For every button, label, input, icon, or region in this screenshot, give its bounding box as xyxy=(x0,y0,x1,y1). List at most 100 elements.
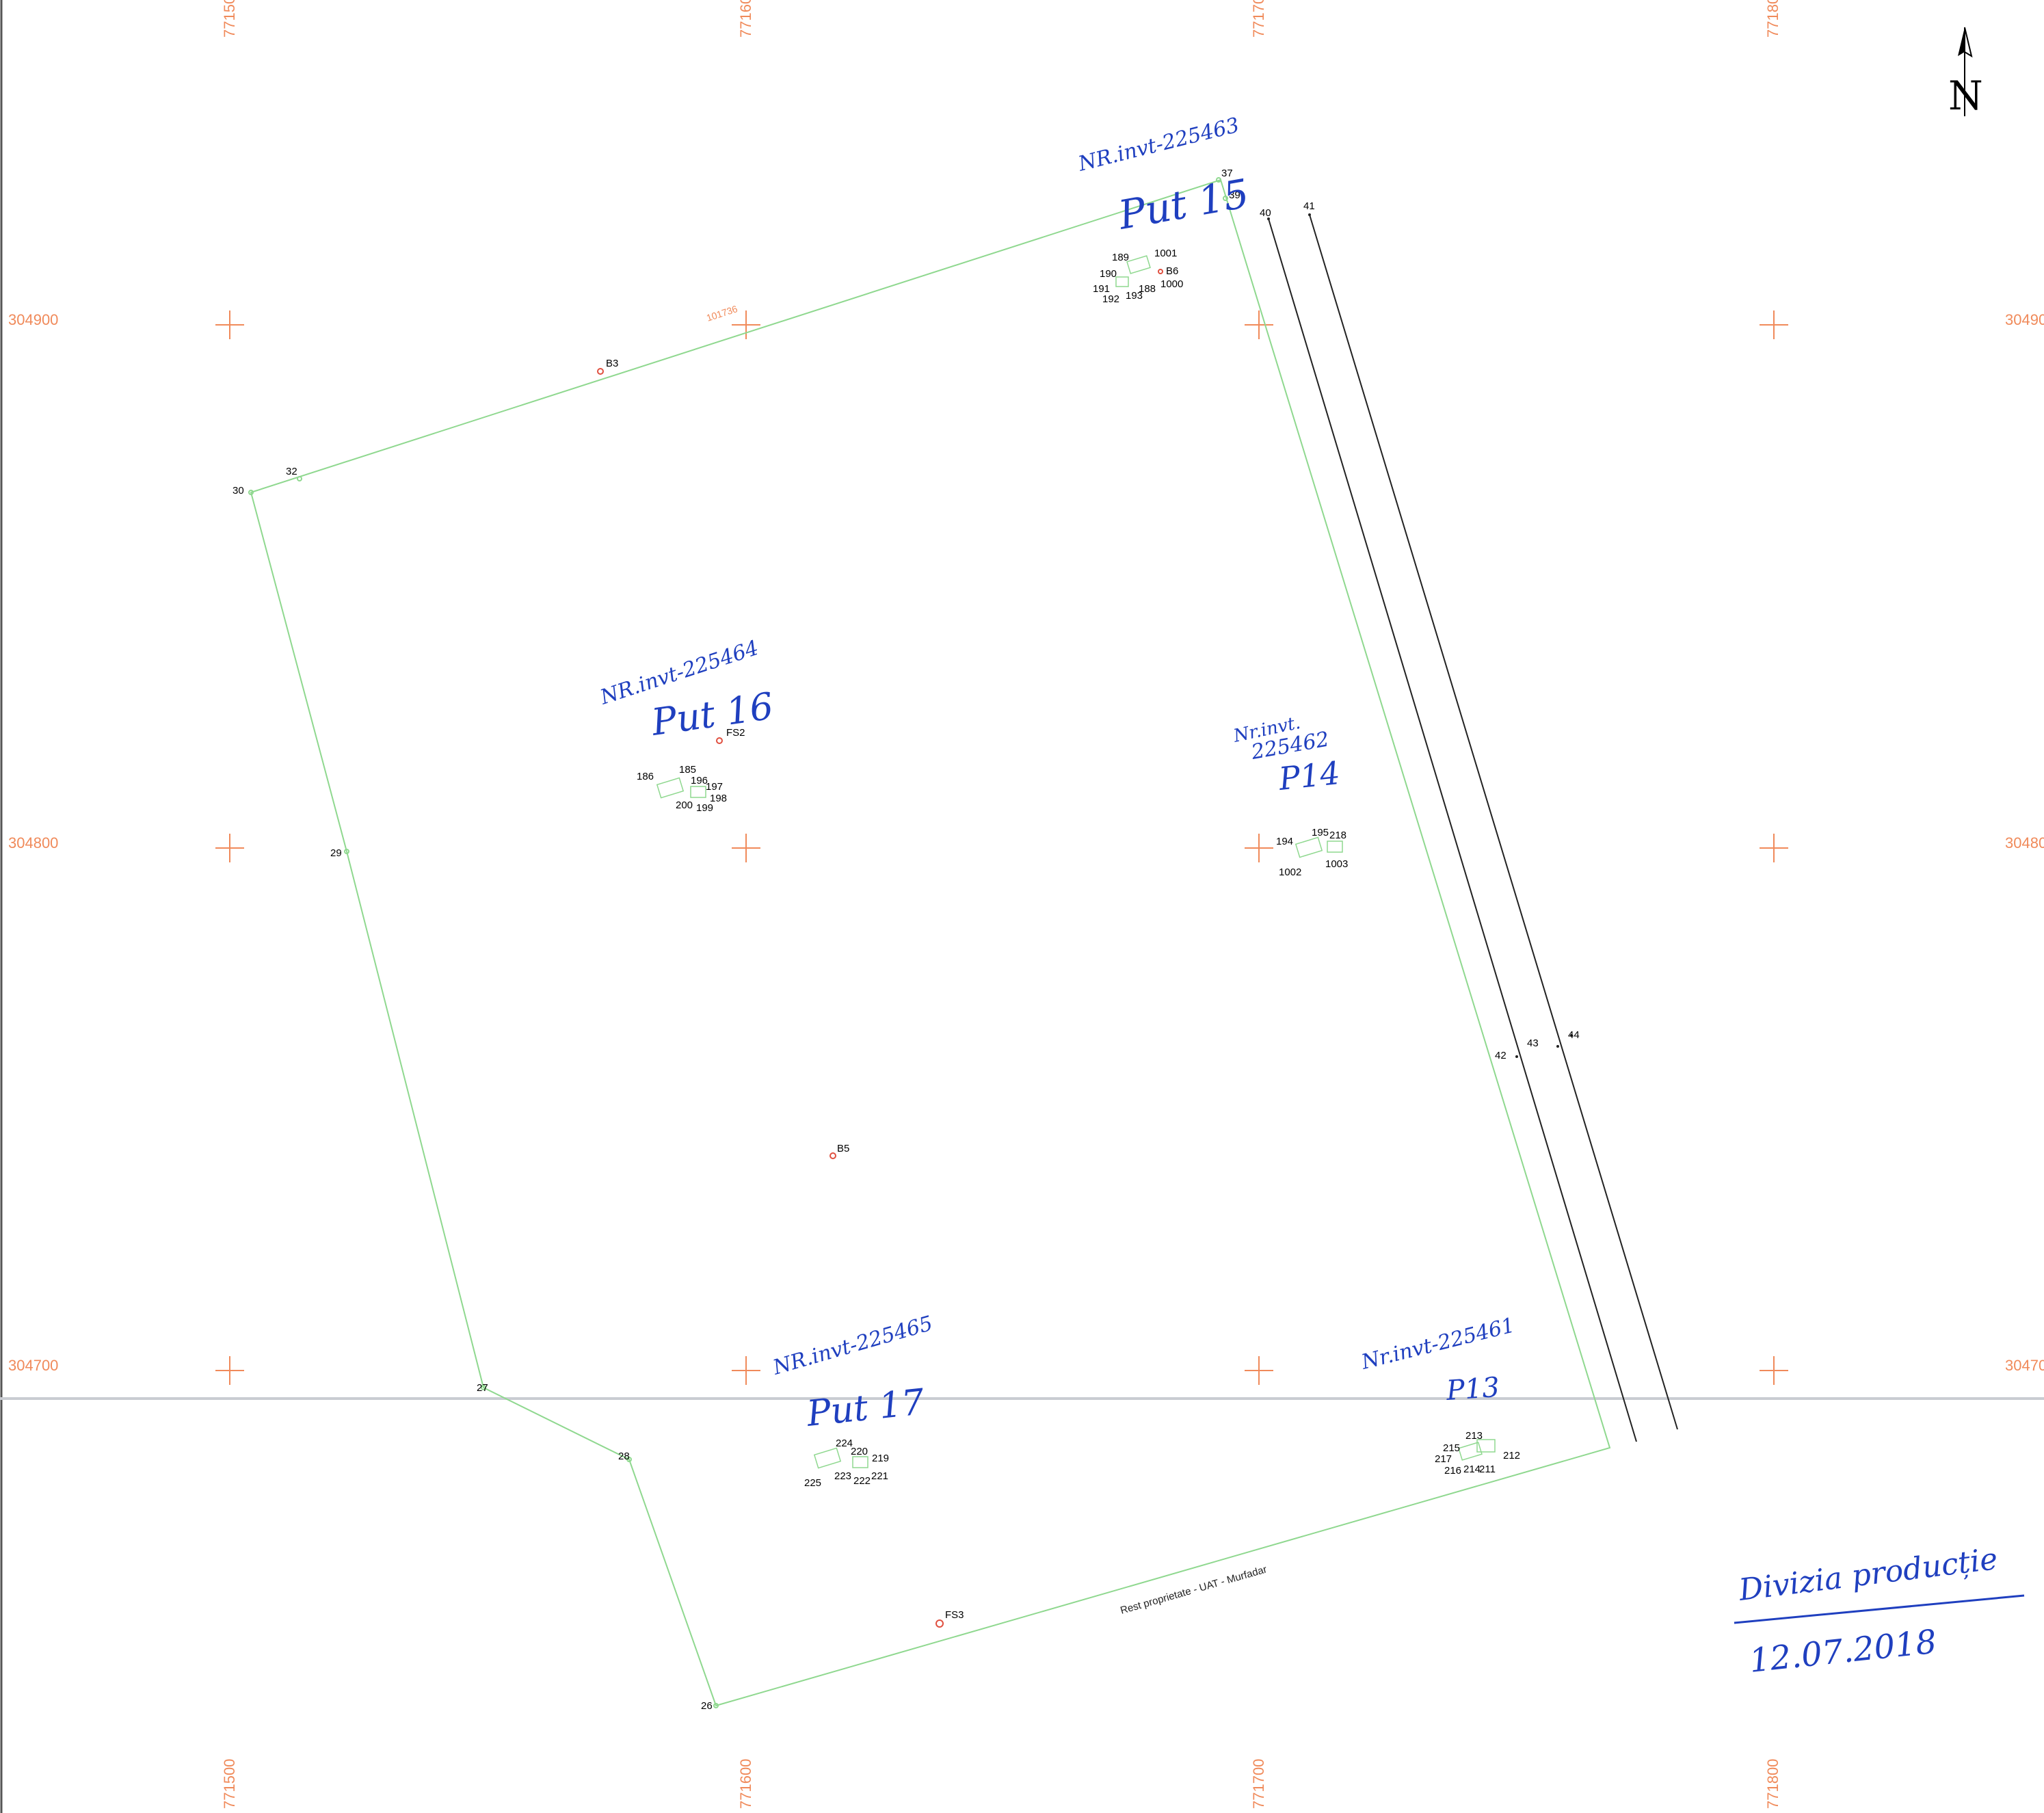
signature-underline xyxy=(1734,1594,2025,1624)
grid-x-label: 771500 xyxy=(221,1759,238,1809)
cluster-label: 216 xyxy=(1444,1465,1461,1477)
grid-y-label: 304900 xyxy=(8,311,58,328)
point-41: 41 xyxy=(1303,200,1315,216)
cluster-label: 195 xyxy=(1312,827,1329,838)
point-43: 43 xyxy=(1527,1037,1559,1049)
cluster-label: 199 xyxy=(696,802,713,814)
point-label: FS3 xyxy=(945,1609,964,1621)
cluster-label: 192 xyxy=(1102,293,1119,305)
signature-note-line1: Divizia producție xyxy=(1736,1541,2000,1608)
grid-x-label: 771600 xyxy=(737,1759,754,1809)
point-29: 29 xyxy=(330,847,349,859)
cluster-label: 198 xyxy=(710,793,727,804)
cluster-label: 196 xyxy=(691,775,708,786)
boundary-label: Rest proprietate - UAT - Murfadar xyxy=(1119,1563,1268,1617)
well-cluster-p13: 213 215 217 212 216 214 211 xyxy=(1435,1430,1520,1477)
point-40: 40 xyxy=(1260,207,1271,220)
point-26: 26 xyxy=(701,1700,719,1712)
well-name-p14: P14 xyxy=(1277,754,1342,797)
cluster-label: 197 xyxy=(706,781,723,793)
point-37: 37 xyxy=(1216,168,1233,183)
point-b5: B5 xyxy=(829,1143,849,1159)
point-label: 28 xyxy=(618,1451,630,1462)
grid-y-label: 304700 xyxy=(8,1357,58,1374)
point-label: 43 xyxy=(1527,1037,1539,1049)
grid-crosses xyxy=(215,310,1788,1385)
parcel-boundary xyxy=(250,178,1611,1707)
point-label: 26 xyxy=(701,1700,713,1712)
inventory-note-p15: NR.invt-225463 xyxy=(1075,114,1241,176)
point-b6: B6 xyxy=(1158,265,1178,277)
handwritten-annotations: NR.invt-225463 Put 15 NR.invt-225464 Put… xyxy=(597,114,2025,1680)
cluster-label: 214 xyxy=(1463,1464,1481,1475)
point-label: 27 xyxy=(477,1382,488,1394)
point-28: 28 xyxy=(618,1451,632,1462)
grid-y-label: 304800 xyxy=(8,834,58,851)
point-39: 39 xyxy=(1223,189,1240,201)
cluster-label: 200 xyxy=(676,799,693,811)
point-label: 44 xyxy=(1568,1029,1580,1041)
point-label: 32 xyxy=(286,466,297,477)
cluster-label: 1000 xyxy=(1160,278,1183,290)
well-name-p17: Put 17 xyxy=(804,1381,927,1435)
grid-y-label: 304800 xyxy=(2005,834,2044,851)
inventory-note-p17: NR.invt-225465 xyxy=(770,1312,935,1380)
cluster-label: 218 xyxy=(1329,830,1346,841)
cluster-label: 191 xyxy=(1093,283,1110,295)
grid-y-label: 304900 xyxy=(2005,311,2044,328)
point-label: 30 xyxy=(233,485,244,497)
cluster-label: 1003 xyxy=(1325,858,1348,870)
well-name-p16: Put 16 xyxy=(648,685,776,744)
point-label: B5 xyxy=(837,1143,849,1154)
point-27: 27 xyxy=(477,1382,488,1394)
cluster-label: 188 xyxy=(1139,283,1156,295)
cluster-label: 189 xyxy=(1112,252,1129,263)
survey-points: 30 32 B3 37 39 40 41 29 27 28 26 42 43 4… xyxy=(233,168,1580,1712)
well-cluster-p15: 189 1001 190 191 192 193 188 1000 xyxy=(1093,248,1183,305)
cluster-label: 215 xyxy=(1443,1442,1460,1454)
pipeline-lines xyxy=(1268,214,1678,1442)
grid-x-label: 771500 xyxy=(221,0,238,38)
cluster-label: 1002 xyxy=(1279,866,1301,878)
cluster-label: 193 xyxy=(1126,290,1143,302)
point-label: 37 xyxy=(1221,168,1233,179)
cluster-label: 224 xyxy=(836,1438,853,1449)
point-b3: B3 xyxy=(597,358,618,375)
point-label: B3 xyxy=(606,358,618,369)
well-name-p15: Put 15 xyxy=(1115,170,1253,238)
grid-x-label: 771600 xyxy=(737,0,754,38)
cluster-label: 194 xyxy=(1276,836,1293,847)
point-44: 44 xyxy=(1568,1029,1580,1041)
grid-y-label: 304700 xyxy=(2005,1357,2044,1374)
parcel-number-label: 101736 xyxy=(705,303,739,323)
cluster-label: 221 xyxy=(871,1470,888,1482)
cluster-label: 225 xyxy=(804,1477,821,1489)
cluster-label: 185 xyxy=(679,764,696,776)
inventory-note-p13: Nr.invt-225461 xyxy=(1358,1313,1517,1375)
cluster-label: 217 xyxy=(1435,1453,1452,1465)
cluster-label: 219 xyxy=(872,1453,889,1464)
point-label: 42 xyxy=(1495,1050,1507,1061)
point-fs3: FS3 xyxy=(935,1609,964,1628)
point-32: 32 xyxy=(286,466,302,481)
north-arrow-icon: N xyxy=(1948,27,1983,119)
point-label: 40 xyxy=(1260,207,1271,219)
cluster-label: 222 xyxy=(853,1475,871,1487)
cluster-label: 212 xyxy=(1503,1450,1520,1461)
point-label: 39 xyxy=(1229,189,1240,201)
cluster-label: 220 xyxy=(851,1446,868,1457)
cluster-label: 190 xyxy=(1100,268,1117,280)
well-cluster-p17: 224 220 219 223 221 225 222 xyxy=(804,1438,889,1489)
grid-x-label: 771800 xyxy=(1764,0,1781,38)
point-42: 42 xyxy=(1495,1050,1518,1061)
point-label: 41 xyxy=(1303,200,1315,212)
point-label: 29 xyxy=(330,847,342,859)
cluster-label: 223 xyxy=(834,1470,851,1482)
north-letter: N xyxy=(1948,72,1983,119)
point-label: B6 xyxy=(1166,265,1178,277)
signature-note-date: 12.07.2018 xyxy=(1747,1623,1938,1680)
point-fs2: FS2 xyxy=(716,727,745,744)
grid-x-label: 771700 xyxy=(1250,1759,1267,1809)
grid-x-labels: 771500 771600 771700 771800 771500 77160… xyxy=(221,0,1781,1809)
